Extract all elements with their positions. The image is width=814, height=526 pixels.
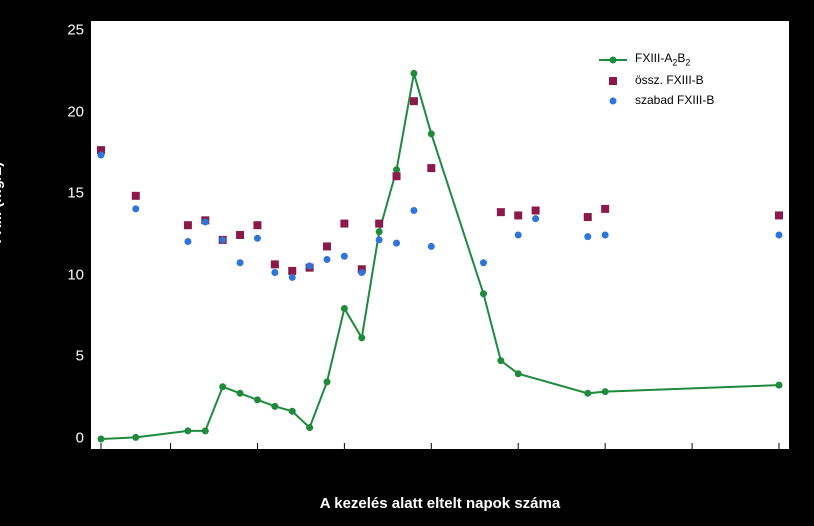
legend-label: FXIII-A2B2 bbox=[635, 51, 690, 67]
y-tick-label: 25 bbox=[44, 22, 84, 39]
chart-container: FXIII (mg/L) FXIII-A2B2 össz. FXIII-B szab… bbox=[0, 0, 814, 526]
x-tick-label: 20 bbox=[422, 455, 439, 472]
x-axis-label: A kezelés alatt eltelt napok száma bbox=[90, 495, 790, 512]
legend-marker bbox=[599, 94, 627, 106]
x-tick-label: 30 bbox=[596, 455, 613, 472]
legend-marker bbox=[599, 74, 627, 86]
y-tick-label: 15 bbox=[44, 185, 84, 202]
x-tick-label: 5 bbox=[165, 455, 173, 472]
x-tick-label: 1 bbox=[96, 455, 104, 472]
legend-item: szabad FXIII-B bbox=[599, 93, 749, 107]
legend: FXIII-A2B2 össz. FXIII-B szabad FXIII-B bbox=[599, 51, 749, 113]
legend-marker bbox=[599, 53, 627, 65]
x-tick-label: 35 bbox=[683, 455, 700, 472]
legend-item: össz. FXIII-B bbox=[599, 73, 749, 87]
y-tick-label: 10 bbox=[44, 266, 84, 283]
legend-item: FXIII-A2B2 bbox=[599, 51, 749, 67]
legend-label: szabad FXIII-B bbox=[635, 93, 714, 107]
y-tick-label: 20 bbox=[44, 103, 84, 120]
y-axis-label: FXIII (mg/L) bbox=[0, 162, 5, 244]
x-tick-label: 10 bbox=[248, 455, 265, 472]
x-tick-label: 25 bbox=[509, 455, 526, 472]
y-tick-label: 0 bbox=[44, 430, 84, 447]
x-tick-label: 15 bbox=[335, 455, 352, 472]
legend-label: össz. FXIII-B bbox=[635, 73, 704, 87]
y-tick-label: 5 bbox=[44, 348, 84, 365]
plot-area: FXIII-A2B2 össz. FXIII-B szabad FXIII-B bbox=[90, 20, 790, 450]
x-tick-label: 40 bbox=[770, 455, 787, 472]
